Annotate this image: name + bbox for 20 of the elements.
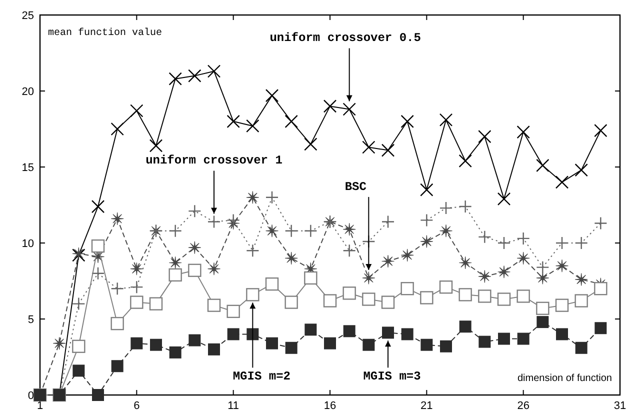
y-tick-label: 25	[22, 10, 34, 22]
y-tick-label: 10	[22, 238, 34, 250]
annotation: MGIS m=3	[363, 370, 421, 384]
y-tick-label: 20	[22, 86, 34, 98]
x-tick-label: 1	[36, 400, 44, 412]
x-tick-label: 16	[324, 400, 336, 412]
annotation: MGIS m=2	[232, 370, 290, 384]
y-tick-label: 5	[28, 314, 34, 326]
y-axis-title: mean function value	[48, 27, 162, 39]
y-tick-label: 15	[22, 162, 34, 174]
x-tick-label: 21	[420, 400, 433, 412]
x-axis-title: dimension of function	[517, 373, 612, 384]
y-tick-label: 0	[28, 390, 34, 402]
annotation: BSC	[344, 180, 366, 194]
x-tick-label: 26	[517, 400, 530, 412]
annotation: uniform crossover 0.5	[270, 31, 421, 46]
x-tick-label: 6	[134, 400, 140, 412]
annotation: uniform crossover 1	[146, 154, 282, 168]
x-tick-label: 11	[228, 400, 240, 412]
x-tick-label: 31	[614, 400, 626, 412]
